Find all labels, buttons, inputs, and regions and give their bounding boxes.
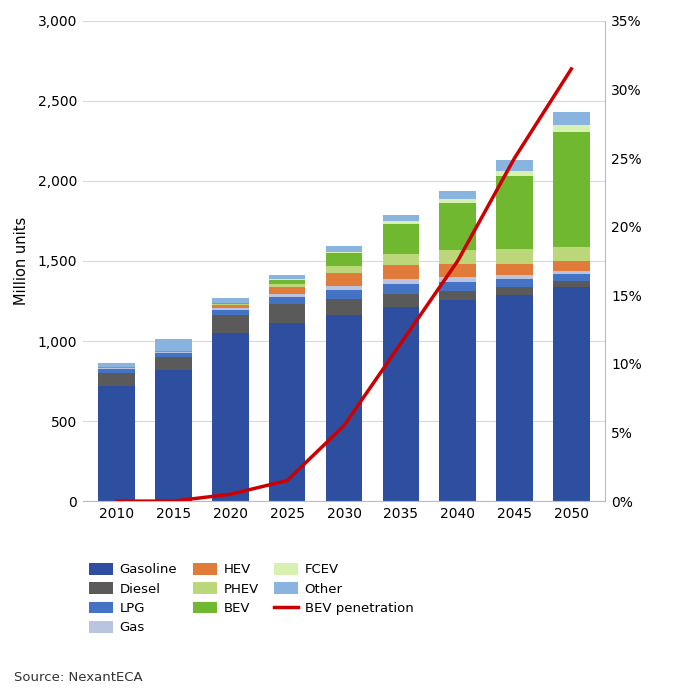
Bar — [326, 253, 362, 266]
Bar — [496, 276, 533, 279]
Bar — [212, 315, 248, 333]
Bar — [440, 300, 476, 501]
Bar — [383, 221, 419, 224]
Bar — [269, 304, 305, 324]
Bar — [155, 353, 192, 357]
Bar — [269, 280, 305, 284]
Bar — [383, 279, 419, 284]
Bar — [440, 199, 476, 203]
Bar — [326, 286, 362, 290]
Bar — [212, 298, 248, 303]
Bar — [155, 351, 192, 353]
Bar — [212, 303, 248, 304]
Bar — [269, 275, 305, 279]
Bar — [326, 246, 362, 252]
Bar — [383, 294, 419, 307]
Bar — [269, 297, 305, 304]
Bar — [496, 287, 533, 294]
Y-axis label: Million units: Million units — [14, 217, 29, 305]
Bar — [496, 294, 533, 501]
Bar — [553, 281, 590, 287]
Bar — [155, 339, 192, 351]
Bar — [496, 159, 533, 171]
Bar — [553, 271, 590, 274]
Legend: Gasoline, Diesel, LPG, Gas, HEV, PHEV, BEV, FCEV, Other, BEV penetration: Gasoline, Diesel, LPG, Gas, HEV, PHEV, B… — [89, 563, 413, 635]
Bar — [383, 265, 419, 279]
Bar — [496, 176, 533, 249]
Bar — [496, 264, 533, 276]
Bar — [440, 264, 476, 277]
Bar — [326, 273, 362, 286]
Bar — [155, 370, 192, 501]
Bar — [553, 274, 590, 281]
Bar — [269, 284, 305, 287]
Bar — [383, 215, 419, 221]
Bar — [155, 357, 192, 370]
Bar — [326, 315, 362, 501]
Bar — [440, 277, 476, 282]
Bar — [553, 247, 590, 261]
Bar — [383, 254, 419, 265]
Bar — [440, 291, 476, 300]
Bar — [98, 373, 135, 386]
Bar — [212, 308, 248, 310]
Text: Source: NexantECA: Source: NexantECA — [14, 671, 142, 683]
Bar — [553, 287, 590, 501]
Bar — [98, 369, 135, 373]
Bar — [269, 324, 305, 501]
Bar — [326, 290, 362, 299]
Bar — [553, 132, 590, 247]
Bar — [383, 307, 419, 501]
Bar — [496, 249, 533, 264]
Bar — [383, 224, 419, 254]
Bar — [496, 279, 533, 287]
Bar — [553, 125, 590, 132]
Bar — [326, 299, 362, 315]
Bar — [440, 250, 476, 264]
Bar — [440, 191, 476, 199]
Bar — [326, 266, 362, 273]
Bar — [553, 261, 590, 271]
Bar — [496, 171, 533, 176]
Bar — [269, 294, 305, 297]
Bar — [440, 282, 476, 291]
Bar — [98, 386, 135, 501]
Bar — [553, 112, 590, 125]
Bar — [98, 367, 135, 369]
Bar — [212, 333, 248, 501]
Bar — [98, 363, 135, 367]
Bar — [212, 310, 248, 315]
Bar — [212, 305, 248, 308]
Bar — [269, 287, 305, 294]
Bar — [440, 203, 476, 250]
Bar — [326, 252, 362, 253]
Bar — [383, 284, 419, 294]
